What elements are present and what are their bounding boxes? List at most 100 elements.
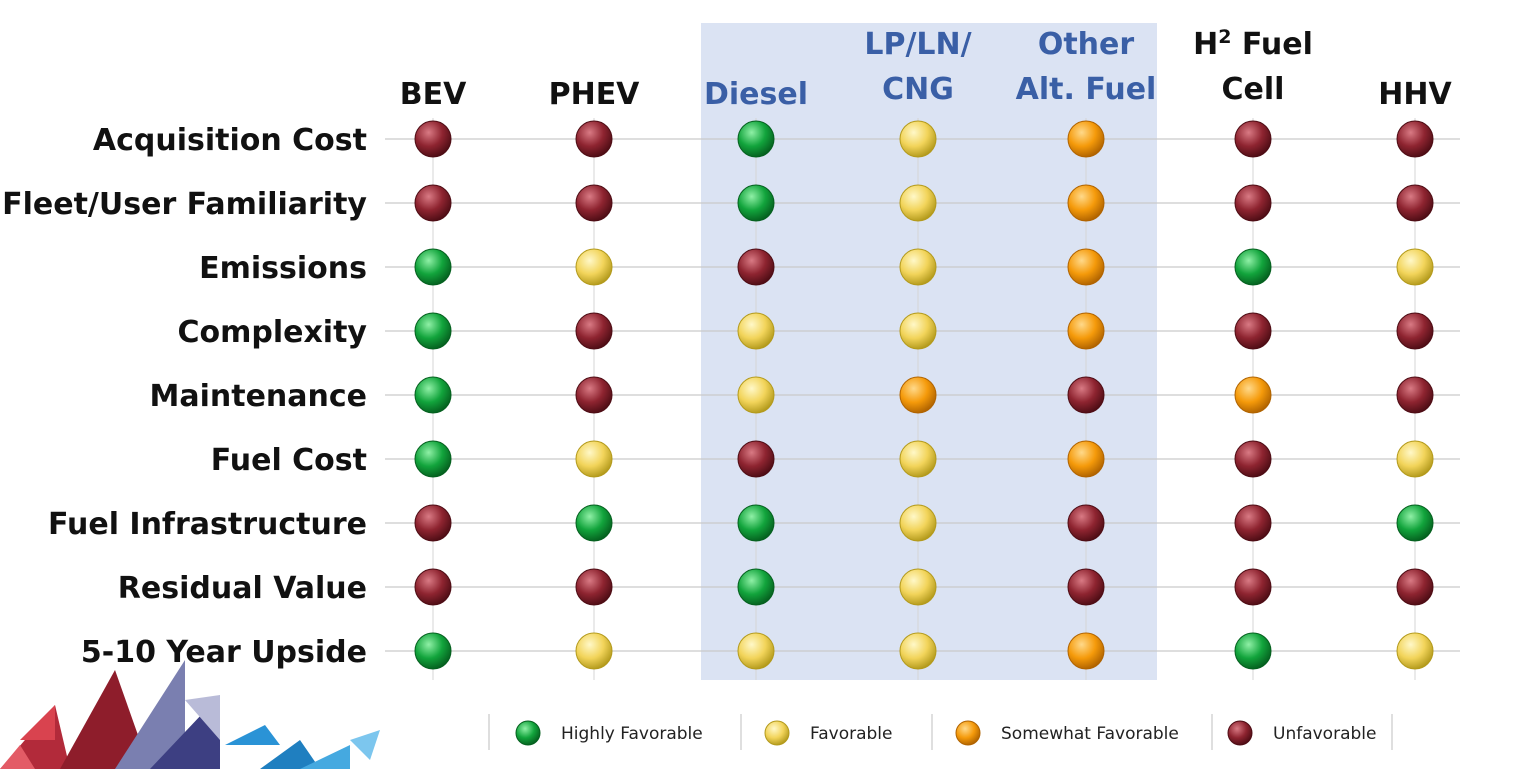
rating-dot-highly-favorable [737, 504, 775, 542]
rating-dot-somewhat-favorable [1067, 312, 1105, 350]
rating-dot-somewhat-favorable [1067, 440, 1105, 478]
rating-dot-favorable [575, 440, 613, 478]
rating-dot-unfavorable [1067, 376, 1105, 414]
rating-dot-favorable [575, 632, 613, 670]
legend-dot-unfavorable [1227, 720, 1253, 746]
rating-dot-highly-favorable [737, 120, 775, 158]
rating-dot-unfavorable [1234, 184, 1272, 222]
rating-dot-unfavorable [737, 248, 775, 286]
rating-dot-unfavorable [1396, 376, 1434, 414]
rating-dot-favorable [1396, 440, 1434, 478]
row-label: 5-10 Year Upside [81, 635, 367, 670]
rating-dot-favorable [737, 312, 775, 350]
column-label: H2 Fuel Cell [1193, 26, 1313, 107]
rating-dot-unfavorable [1067, 504, 1105, 542]
row-label: Maintenance [149, 379, 367, 414]
rating-dot-favorable [899, 120, 937, 158]
legend-dot-highly-favorable [515, 720, 541, 746]
legend-label: Somewhat Favorable [1001, 724, 1179, 744]
rating-dot-favorable [737, 632, 775, 670]
rating-dot-favorable [899, 440, 937, 478]
legend-dot-somewhat-favorable [955, 720, 981, 746]
row-label: Fleet/User Familiarity [2, 187, 367, 222]
rating-dot-unfavorable [1234, 120, 1272, 158]
rating-dot-unfavorable [1396, 184, 1434, 222]
rating-dot-highly-favorable [575, 504, 613, 542]
rating-dot-favorable [899, 568, 937, 606]
legend-label: Favorable [810, 724, 892, 744]
rating-dot-unfavorable [575, 568, 613, 606]
row-label: Fuel Cost [211, 443, 367, 478]
rating-dot-unfavorable [414, 120, 452, 158]
rating-dot-unfavorable [414, 504, 452, 542]
legend-dot-favorable [764, 720, 790, 746]
rating-dot-favorable [899, 248, 937, 286]
rating-dot-unfavorable [575, 312, 613, 350]
rating-dot-unfavorable [1234, 504, 1272, 542]
rating-dot-highly-favorable [737, 184, 775, 222]
rating-dot-somewhat-favorable [899, 376, 937, 414]
row-label: Acquisition Cost [93, 123, 367, 158]
rating-dot-unfavorable [1396, 312, 1434, 350]
rating-dot-somewhat-favorable [1067, 120, 1105, 158]
column-labels: BEV PHEV Diesel LP/LN/CNG Other Alt. Fuel H2 F… [400, 26, 1453, 112]
rating-dot-highly-favorable [737, 568, 775, 606]
rating-dot-somewhat-favorable [1067, 632, 1105, 670]
rating-dot-unfavorable [1396, 120, 1434, 158]
column-label-line: Diesel [704, 77, 808, 112]
column-label-line: Other [1038, 27, 1135, 62]
rating-dot-favorable [899, 312, 937, 350]
row-label: Emissions [199, 251, 367, 286]
rating-dots [414, 120, 1434, 670]
rating-dot-unfavorable [414, 568, 452, 606]
rating-dot-highly-favorable [1396, 504, 1434, 542]
decorative-logo-shapes [0, 660, 380, 769]
rating-dot-favorable [1396, 632, 1434, 670]
rating-dot-unfavorable [1067, 568, 1105, 606]
rating-dot-unfavorable [1234, 568, 1272, 606]
rating-dot-unfavorable [1234, 312, 1272, 350]
legend: Highly Favorable Favorable Somewhat Favora… [488, 714, 1393, 750]
column-label-line: LP/LN/ [864, 27, 971, 62]
rating-dot-favorable [1396, 248, 1434, 286]
column-label: Other Alt. Fuel [1016, 27, 1157, 107]
row-label: Residual Value [118, 571, 367, 606]
rating-dot-highly-favorable [414, 312, 452, 350]
legend-label: Unfavorable [1273, 724, 1376, 744]
rating-dot-highly-favorable [1234, 632, 1272, 670]
rating-dot-unfavorable [575, 120, 613, 158]
rating-dot-somewhat-favorable [1067, 248, 1105, 286]
column-label-line: HHV [1378, 77, 1452, 112]
rating-dot-highly-favorable [414, 376, 452, 414]
rating-dot-highly-favorable [1234, 248, 1272, 286]
rating-dot-unfavorable [414, 184, 452, 222]
rating-dot-unfavorable [575, 376, 613, 414]
rating-dot-unfavorable [1396, 568, 1434, 606]
rating-dot-favorable [575, 248, 613, 286]
column-label-line: BEV [400, 77, 467, 112]
column-label-line: Cell [1222, 72, 1285, 107]
column-label: BEV [400, 77, 467, 112]
legend-label: Highly Favorable [561, 724, 703, 744]
rating-dot-highly-favorable [414, 440, 452, 478]
column-label: HHV [1378, 77, 1452, 112]
rating-dot-favorable [899, 504, 937, 542]
rating-dot-unfavorable [737, 440, 775, 478]
column-label-line: H2 Fuel [1193, 26, 1313, 62]
rating-dot-somewhat-favorable [1234, 376, 1272, 414]
column-label-line: CNG [882, 72, 954, 107]
column-label-line: Alt. Fuel [1016, 72, 1157, 107]
rating-dot-somewhat-favorable [1067, 184, 1105, 222]
row-label: Fuel Infrastructure [48, 507, 367, 542]
rating-dot-highly-favorable [414, 248, 452, 286]
column-label-line: PHEV [549, 77, 641, 112]
rating-dot-favorable [737, 376, 775, 414]
column-label: LP/LN/CNG [864, 27, 971, 107]
rating-dot-unfavorable [1234, 440, 1272, 478]
row-label: Complexity [177, 315, 367, 350]
column-label: Diesel [704, 77, 808, 112]
rating-dot-favorable [899, 632, 937, 670]
rating-dot-favorable [899, 184, 937, 222]
row-labels: Acquisition Cost Fleet/User Familiarity Em… [2, 123, 367, 670]
